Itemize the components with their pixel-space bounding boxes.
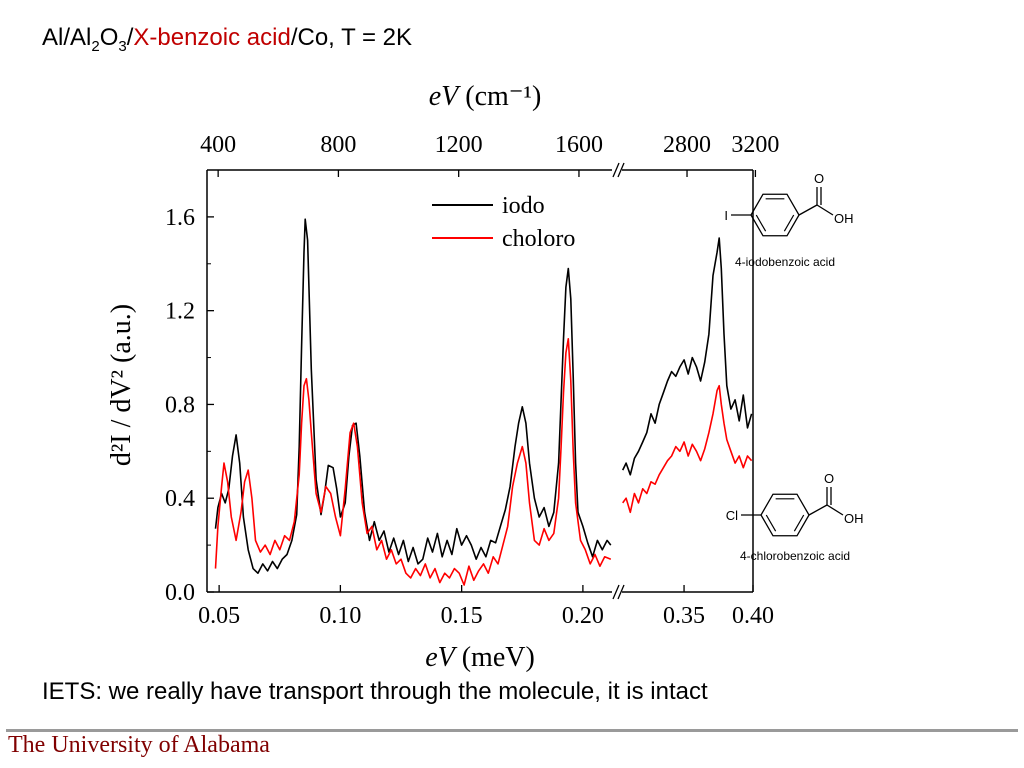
top-tick-label: 1200 (435, 132, 483, 158)
axis-labels: 0.0 0.4 0.8 1.2 1.6 0.05 0.10 0.15 0.20 0.35 0.40 4… (106, 81, 779, 673)
slide-title: Al/Al2O3/X-benzoic acid/Co, T = 2K (42, 24, 412, 55)
double-bond (765, 514, 777, 532)
benzene-ring (750, 193, 800, 237)
y-tick-label: 0.8 (165, 392, 195, 418)
series-layer (214, 218, 753, 586)
top-tick-label: 800 (320, 132, 356, 158)
molecule-structures: I O OH 4-iodobenzoic acid Cl O OH 4-chlorobenzo… (724, 171, 863, 563)
y-axis-label: d²I / dV² (a.u.) (106, 304, 137, 466)
axis-ticks (207, 169, 757, 593)
carboxyl-bond (808, 504, 828, 516)
molecule-structure: Cl O OH 4-chlorobenzoic acid (726, 471, 864, 563)
slide-caption: IETS: we really have transport through t… (42, 678, 708, 705)
substituent-label: Cl (726, 508, 738, 523)
carbonyl-o-label: O (824, 471, 834, 486)
molecule-structure: I O OH 4-iodobenzoic acid (724, 171, 853, 269)
legend-label: choloro (502, 226, 575, 252)
molecule-name: 4-chlorobenzoic acid (740, 549, 850, 563)
x-tick-label: 0.10 (319, 603, 361, 629)
y-tick-label: 1.2 (165, 299, 195, 325)
x-tick-label: 0.05 (198, 603, 240, 629)
hydroxyl-bond (816, 204, 834, 216)
x-tick-label: 0.35 (663, 603, 705, 629)
series-line-choloro-left (214, 338, 612, 586)
top-tick-label: 400 (200, 132, 236, 158)
top-tick-label: 2800 (663, 132, 711, 158)
legend-label: iodo (502, 193, 545, 219)
x-tick-label: 0.20 (562, 603, 604, 629)
footer-divider (6, 729, 1018, 732)
double-bond (783, 214, 795, 232)
iets-chart: 0.0 0.4 0.8 1.2 1.6 0.05 0.10 0.15 0.20 0.35 0.40 4… (106, 81, 864, 673)
footer-institution: The University of Alabama (8, 732, 270, 758)
molecule-name: 4-iodobenzoic acid (735, 255, 835, 269)
hydroxyl-label: OH (844, 511, 864, 526)
double-bond (755, 214, 767, 232)
benzene-ring (760, 493, 810, 537)
hydroxyl-bond (826, 504, 844, 516)
y-tick-label: 0.4 (165, 486, 195, 512)
top-tick-label: 1600 (555, 132, 603, 158)
x-tick-label: 0.15 (441, 603, 483, 629)
title-highlight: X-benzoic acid (133, 24, 291, 51)
series-line-iodo-right (621, 237, 753, 476)
substituent-label: I (724, 208, 728, 223)
series-line-choloro-right (622, 384, 753, 514)
double-bond (793, 514, 805, 532)
carboxyl-bond (798, 204, 818, 216)
top-axis-label: eV (cm⁻¹) (429, 81, 542, 112)
axis-break-mark (612, 584, 620, 600)
axis-break-mark (617, 584, 625, 600)
x-axis-label: eV (meV) (425, 642, 535, 673)
plot-frame (206, 162, 754, 600)
x-tick-label: 0.40 (732, 603, 774, 629)
series-line-iodo-left (214, 218, 612, 574)
y-tick-label: 1.6 (165, 205, 195, 231)
y-tick-label: 0.0 (165, 580, 195, 606)
carbonyl-o-label: O (814, 171, 824, 186)
hydroxyl-label: OH (834, 211, 854, 226)
axis-break-mark (612, 162, 620, 178)
top-tick-label: 3200 (731, 132, 779, 158)
legend: iodo choloro (432, 193, 575, 252)
axis-break-mark (617, 162, 625, 178)
